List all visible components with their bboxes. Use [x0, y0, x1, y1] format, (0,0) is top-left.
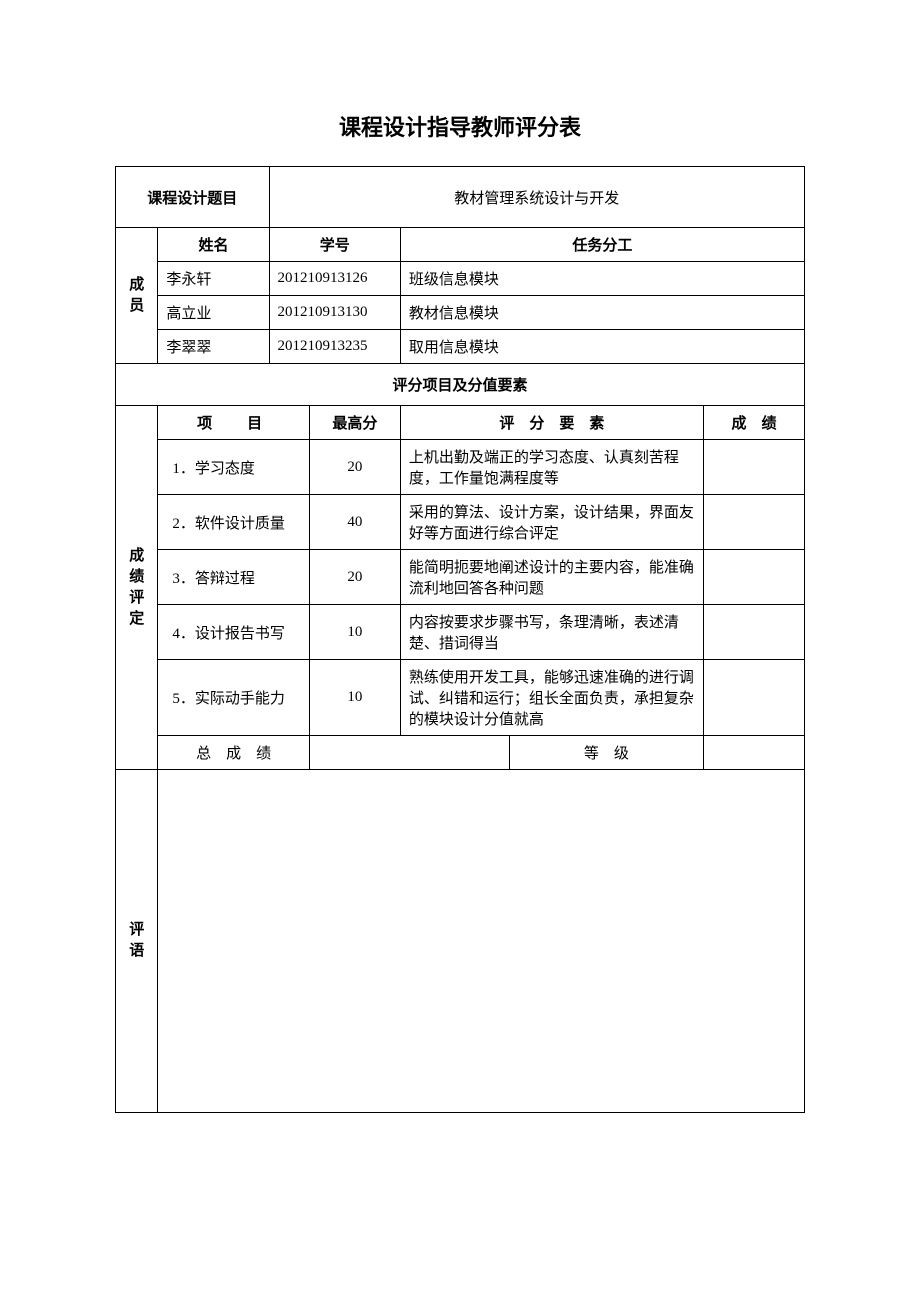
- level-label: 等 级: [509, 736, 703, 770]
- member-task: 班级信息模块: [400, 262, 804, 296]
- member-row: 李翠翠 201210913235 取用信息模块: [116, 330, 805, 364]
- criteria-desc: 能简明扼要地阐述设计的主要内容，能准确流利地回答各种问题: [400, 550, 703, 605]
- comments-value: [158, 770, 805, 1113]
- member-name: 李永轩: [158, 262, 269, 296]
- member-id: 201210913130: [269, 296, 400, 330]
- total-row: 总 成 绩 等 级: [116, 736, 805, 770]
- member-header-row: 成员 姓名 学号 任务分工: [116, 228, 805, 262]
- col-max: 最高分: [309, 406, 400, 440]
- col-criteria: 评 分 要 素: [400, 406, 703, 440]
- criteria-row: 2．软件设计质量 40 采用的算法、设计方案，设计结果，界面友好等方面进行综合评…: [116, 495, 805, 550]
- criteria-score: [703, 660, 804, 736]
- col-task: 任务分工: [400, 228, 804, 262]
- criteria-score: [703, 550, 804, 605]
- criteria-item: 1．学习态度: [158, 440, 310, 495]
- level-value: [703, 736, 804, 770]
- col-item: 项 目: [158, 406, 310, 440]
- grade-label-text: 成绩评定: [129, 548, 144, 627]
- comments-label: 评语: [116, 770, 158, 1113]
- col-score: 成 绩: [703, 406, 804, 440]
- criteria-max: 20: [309, 440, 400, 495]
- topic-value: 教材管理系统设计与开发: [269, 167, 804, 228]
- score-header-row: 成绩评定 项 目 最高分 评 分 要 素 成 绩: [116, 406, 805, 440]
- member-row: 高立业 201210913130 教材信息模块: [116, 296, 805, 330]
- col-name: 姓名: [158, 228, 269, 262]
- member-name: 高立业: [158, 296, 269, 330]
- criteria-row: 1．学习态度 20 上机出勤及端正的学习态度、认真刻苦程度，工作量饱满程度等: [116, 440, 805, 495]
- criteria-max: 20: [309, 550, 400, 605]
- criteria-row: 4．设计报告书写 10 内容按要求步骤书写，条理清晰，表述清楚、措词得当: [116, 605, 805, 660]
- total-label: 总 成 绩: [158, 736, 310, 770]
- grade-label: 成绩评定: [116, 406, 158, 770]
- member-id: 201210913126: [269, 262, 400, 296]
- member-task: 教材信息模块: [400, 296, 804, 330]
- members-label: 成员: [116, 228, 158, 364]
- criteria-desc: 采用的算法、设计方案，设计结果，界面友好等方面进行综合评定: [400, 495, 703, 550]
- criteria-max: 10: [309, 605, 400, 660]
- criteria-max: 10: [309, 660, 400, 736]
- criteria-max: 40: [309, 495, 400, 550]
- criteria-desc: 熟练使用开发工具，能够迅速准确的进行调试、纠错和运行；组长全面负责，承担复杂的模…: [400, 660, 703, 736]
- page-title: 课程设计指导教师评分表: [115, 110, 805, 142]
- section-label: 评分项目及分值要素: [116, 364, 805, 406]
- member-name: 李翠翠: [158, 330, 269, 364]
- criteria-score: [703, 605, 804, 660]
- page: 课程设计指导教师评分表 课程设计题目 教材管理系统设计与开发 成员 姓名 学号 …: [0, 0, 920, 1302]
- criteria-desc: 内容按要求步骤书写，条理清晰，表述清楚、措词得当: [400, 605, 703, 660]
- criteria-item: 3．答辩过程: [158, 550, 310, 605]
- section-row: 评分项目及分值要素: [116, 364, 805, 406]
- total-value: [309, 736, 509, 770]
- criteria-row: 3．答辩过程 20 能简明扼要地阐述设计的主要内容，能准确流利地回答各种问题: [116, 550, 805, 605]
- topic-row: 课程设计题目 教材管理系统设计与开发: [116, 167, 805, 228]
- member-row: 李永轩 201210913126 班级信息模块: [116, 262, 805, 296]
- criteria-item: 4．设计报告书写: [158, 605, 310, 660]
- member-task: 取用信息模块: [400, 330, 804, 364]
- members-label-text: 成员: [129, 277, 144, 314]
- criteria-item: 5．实际动手能力: [158, 660, 310, 736]
- criteria-score: [703, 495, 804, 550]
- col-id: 学号: [269, 228, 400, 262]
- criteria-row: 5．实际动手能力 10 熟练使用开发工具，能够迅速准确的进行调试、纠错和运行；组…: [116, 660, 805, 736]
- criteria-desc: 上机出勤及端正的学习态度、认真刻苦程度，工作量饱满程度等: [400, 440, 703, 495]
- comments-row: 评语: [116, 770, 805, 1113]
- comments-label-text: 评语: [129, 922, 144, 959]
- member-id: 201210913235: [269, 330, 400, 364]
- criteria-score: [703, 440, 804, 495]
- evaluation-table: 课程设计题目 教材管理系统设计与开发 成员 姓名 学号 任务分工 李永轩 201…: [115, 166, 805, 1113]
- topic-label: 课程设计题目: [116, 167, 270, 228]
- criteria-item: 2．软件设计质量: [158, 495, 310, 550]
